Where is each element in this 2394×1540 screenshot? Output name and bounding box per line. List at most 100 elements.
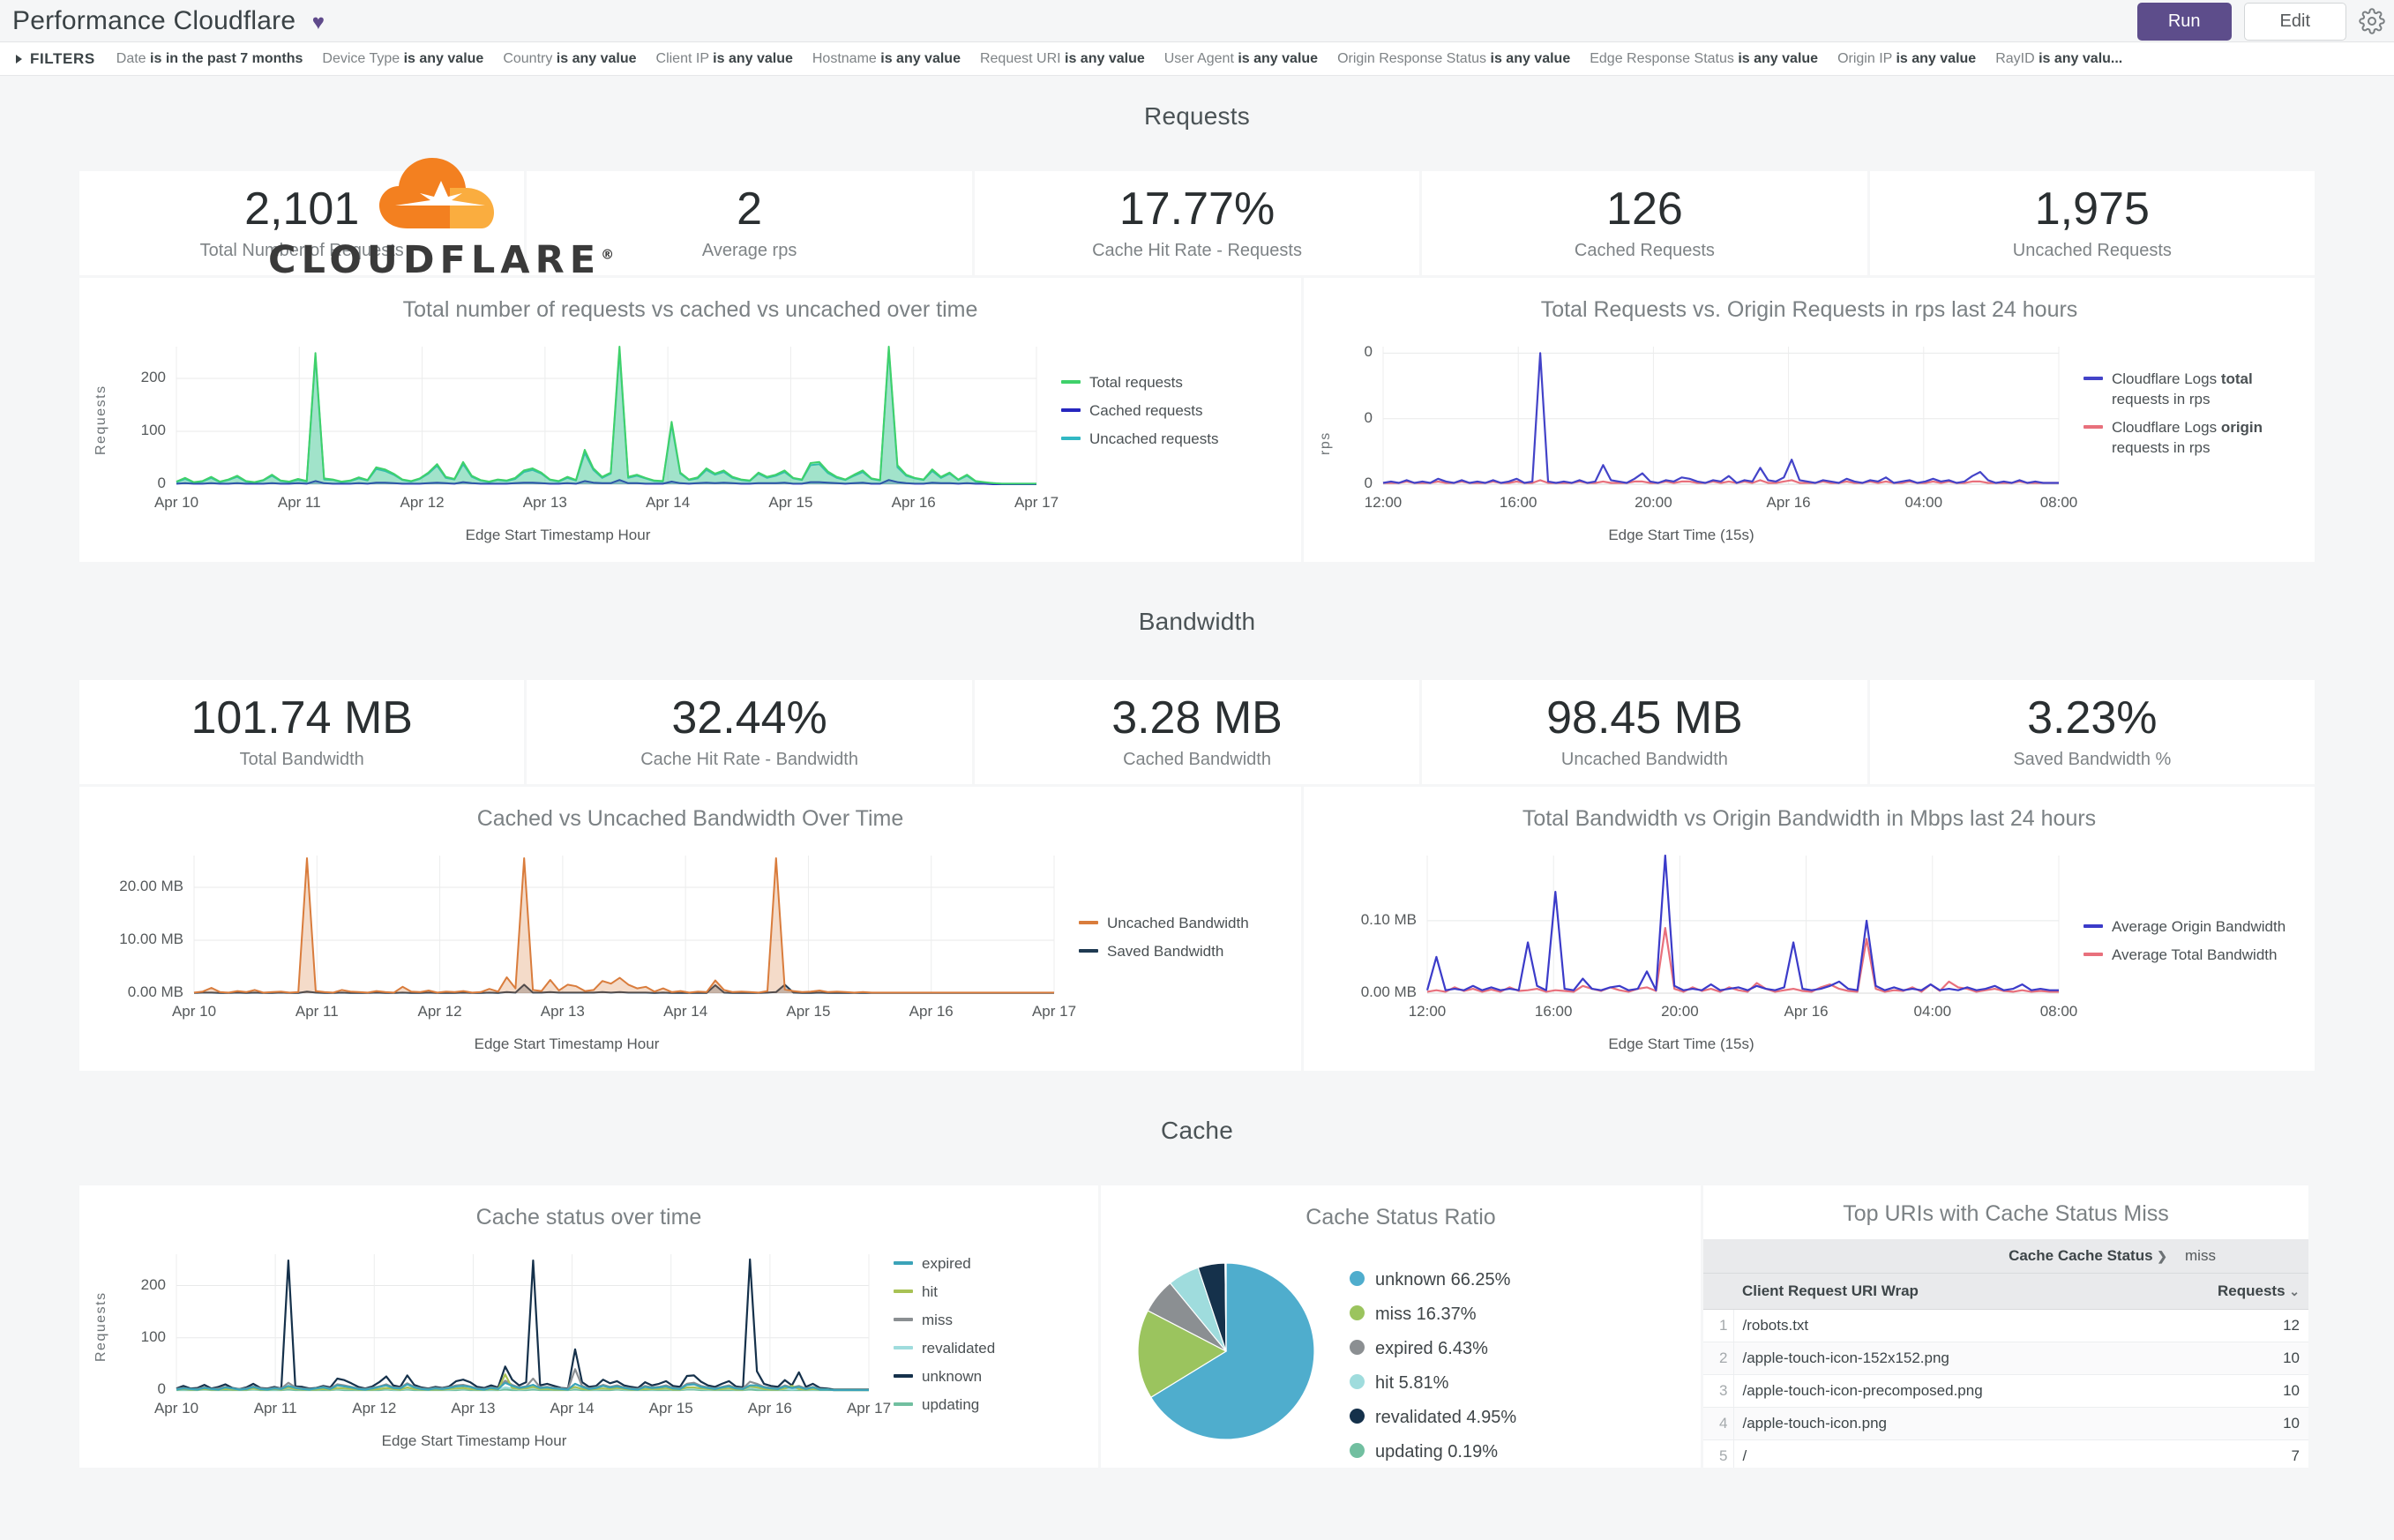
- cloudflare-wordmark: CLOUDFLARE®: [267, 238, 615, 282]
- filter-chip-origin-response-status[interactable]: Origin Response Status is any value: [1337, 50, 1571, 66]
- legend-label: miss 16.37%: [1375, 1305, 1477, 1324]
- chart-legend: Total requests Cached requests Uncached re…: [1061, 373, 1294, 458]
- table-row[interactable]: 5 / 7: [1703, 1439, 2308, 1468]
- filter-chip-device-type[interactable]: Device Type is any value: [322, 50, 484, 66]
- legend-swatch: [894, 1345, 913, 1349]
- filter-chip-request-uri[interactable]: Request URI is any value: [979, 50, 1145, 66]
- legend-label: Average Origin Bandwidth: [2112, 918, 2286, 935]
- x-axis-tick: Apr 17: [1014, 494, 1059, 511]
- x-axis-tick: 08:00: [2039, 494, 2078, 511]
- y-axis-label: Requests: [94, 385, 108, 455]
- kpi-cache-hit-rate-requests[interactable]: 17.77% Cache Hit Rate - Requests: [974, 171, 1420, 275]
- legend-item[interactable]: unknown: [894, 1367, 1091, 1387]
- x-axis-tick: 16:00: [1534, 1003, 1573, 1020]
- row-index: 5: [1703, 1439, 1734, 1468]
- chart-panel-cache-status-ratio[interactable]: Cache Status Ratio unknown 66.25% miss 1…: [1101, 1185, 1701, 1468]
- legend-swatch: [1079, 948, 1098, 953]
- legend-label: Total requests: [1089, 374, 1183, 391]
- kpi-cached-bandwidth[interactable]: 3.28 MB Cached Bandwidth: [974, 680, 1420, 784]
- row-index: 4: [1703, 1407, 1734, 1440]
- y-axis-tick: 0.00 MB: [1360, 983, 1417, 1000]
- legend-item[interactable]: Total requests: [1061, 373, 1294, 393]
- legend-item[interactable]: Uncached requests: [1061, 430, 1294, 450]
- table-header-requests[interactable]: Requests ⌄: [2176, 1273, 2308, 1310]
- kpi-uncached-requests[interactable]: 1,975 Uncached Requests: [1869, 171, 2315, 275]
- filters-toggle[interactable]: FILTERS: [16, 50, 95, 68]
- table-header-uri[interactable]: Client Request URI Wrap: [1733, 1273, 2176, 1310]
- legend-item[interactable]: hit 5.81%: [1350, 1372, 1516, 1395]
- filter-chip-hostname[interactable]: Hostname is any value: [812, 50, 961, 66]
- x-axis-tick: Apr 16: [747, 1400, 792, 1417]
- pie-slice[interactable]: [1149, 1262, 1315, 1440]
- legend-item[interactable]: updating 0.19%: [1350, 1440, 1516, 1464]
- gear-icon[interactable]: [2359, 8, 2385, 34]
- legend-item[interactable]: expired: [894, 1254, 1091, 1275]
- x-axis-tick: Apr 15: [768, 494, 813, 511]
- chart-panel-bandwidth-mbps-24h[interactable]: Total Bandwidth vs Origin Bandwidth in M…: [1304, 787, 2315, 1071]
- x-axis-tick: Apr 16: [1766, 494, 1811, 511]
- chart-panel-cache-status-over-time[interactable]: Cache status over time 0 100 200 Apr 10 Apr …: [79, 1185, 1098, 1468]
- chevron-right-icon: [16, 54, 22, 64]
- kpi-label: Total Bandwidth: [239, 750, 364, 770]
- kpi-cache-hit-rate-bandwidth[interactable]: 32.44% Cache Hit Rate - Bandwidth: [527, 680, 972, 784]
- legend-swatch: [2084, 924, 2103, 928]
- legend-item[interactable]: revalidated 4.95%: [1350, 1406, 1516, 1430]
- kpi-value: 3.23%: [2027, 692, 2158, 744]
- filter-chip-edge-response-status[interactable]: Edge Response Status is any value: [1590, 50, 1819, 66]
- chart-panel-bandwidth-over-time[interactable]: Cached vs Uncached Bandwidth Over Time 0…: [79, 787, 1301, 1071]
- pie-slice[interactable]: [1224, 1262, 1227, 1352]
- legend-item[interactable]: updating: [894, 1395, 1091, 1416]
- legend-item[interactable]: hit: [894, 1282, 1091, 1303]
- legend-swatch: [1350, 1340, 1365, 1355]
- run-button[interactable]: Run: [2136, 2, 2232, 41]
- legend-item[interactable]: Uncached Bandwidth: [1079, 914, 1294, 934]
- heart-icon[interactable]: ♥: [311, 10, 325, 34]
- table-header-row: Client Request URI Wrap Requests ⌄: [1703, 1273, 2308, 1310]
- pie-slice[interactable]: [1137, 1310, 1228, 1399]
- filter-chip-rayid[interactable]: RayID is any valu...: [1995, 50, 2123, 66]
- kpi-value: 32.44%: [671, 692, 827, 744]
- filter-chip-date[interactable]: Date is in the past 7 months: [116, 50, 303, 66]
- legend-item[interactable]: miss 16.37%: [1350, 1303, 1516, 1327]
- y-axis-tick: 0.10 MB: [1360, 910, 1417, 928]
- chart-panel-requests-over-time[interactable]: Total number of requests vs cached vs un…: [79, 278, 1301, 562]
- table-row[interactable]: 1 /robots.txt 12: [1703, 1309, 2308, 1342]
- legend-item[interactable]: Saved Bandwidth: [1079, 942, 1294, 962]
- table-row[interactable]: 2 /apple-touch-icon-152x152.png 10: [1703, 1342, 2308, 1375]
- filter-chip-country[interactable]: Country is any value: [503, 50, 637, 66]
- table-row[interactable]: 4 /apple-touch-icon.png 10: [1703, 1407, 2308, 1440]
- legend-item[interactable]: Average Origin Bandwidth: [2084, 917, 2308, 938]
- chart-svg: [176, 346, 1037, 485]
- legend-swatch: [1350, 1374, 1365, 1389]
- y-axis-label: rps: [1318, 431, 1333, 455]
- filter-chip-client-ip[interactable]: Client IP is any value: [655, 50, 793, 66]
- legend-swatch: [1061, 407, 1081, 412]
- legend-item[interactable]: revalidated: [894, 1339, 1091, 1359]
- legend-item[interactable]: miss: [894, 1311, 1091, 1331]
- y-axis-tick: 0: [157, 475, 166, 491]
- legend-item[interactable]: expired 6.43%: [1350, 1337, 1516, 1361]
- kpi-average-rps[interactable]: 2 Average rps: [527, 171, 972, 275]
- edit-button[interactable]: Edit: [2243, 2, 2346, 41]
- chart-legend: Average Origin Bandwidth Average Total Ba…: [2084, 917, 2308, 974]
- filter-chip-origin-ip[interactable]: Origin IP is any value: [1837, 50, 1977, 66]
- legend-swatch: [894, 1317, 913, 1321]
- legend-item[interactable]: unknown 66.25%: [1350, 1268, 1516, 1292]
- legend-item[interactable]: Cloudflare Logs origin requests in rps: [2084, 418, 2308, 459]
- kpi-value: 2: [737, 183, 763, 235]
- kpi-saved-bandwidth-pct[interactable]: 3.23% Saved Bandwidth %: [1869, 680, 2315, 784]
- legend-label: unknown 66.25%: [1375, 1270, 1511, 1290]
- legend-item[interactable]: Average Total Bandwidth: [2084, 946, 2308, 966]
- table-panel-top-uris[interactable]: Top URIs with Cache Status Miss Cache Ca…: [1703, 1185, 2308, 1468]
- kpi-cached-requests[interactable]: 126 Cached Requests: [1422, 171, 1867, 275]
- legend-item[interactable]: Cloudflare Logs total requests in rps: [2084, 370, 2308, 410]
- table-row[interactable]: 3 /apple-touch-icon-precomposed.png 10: [1703, 1374, 2308, 1408]
- legend-label: hit: [922, 1282, 938, 1300]
- legend-item[interactable]: Cached requests: [1061, 401, 1294, 422]
- chart-panel-requests-rps-24h[interactable]: Total Requests vs. Origin Requests in rp…: [1304, 278, 2315, 562]
- group-header-label[interactable]: Cache Cache Status ❯: [1703, 1239, 2176, 1274]
- filter-chip-user-agent[interactable]: User Agent is any value: [1163, 50, 1319, 66]
- legend-swatch: [894, 1261, 913, 1265]
- kpi-uncached-bandwidth[interactable]: 98.45 MB Uncached Bandwidth: [1422, 680, 1867, 784]
- kpi-total-bandwidth[interactable]: 101.74 MB Total Bandwidth: [79, 680, 525, 784]
